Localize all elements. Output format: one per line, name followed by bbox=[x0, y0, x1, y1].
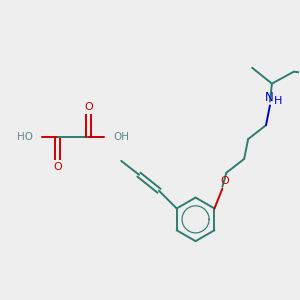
Text: H: H bbox=[274, 97, 282, 106]
Text: O: O bbox=[53, 162, 62, 172]
Text: N: N bbox=[265, 91, 273, 104]
Text: O: O bbox=[84, 102, 93, 112]
Text: HO: HO bbox=[17, 132, 33, 142]
Text: O: O bbox=[220, 176, 229, 186]
Text: OH: OH bbox=[113, 132, 129, 142]
